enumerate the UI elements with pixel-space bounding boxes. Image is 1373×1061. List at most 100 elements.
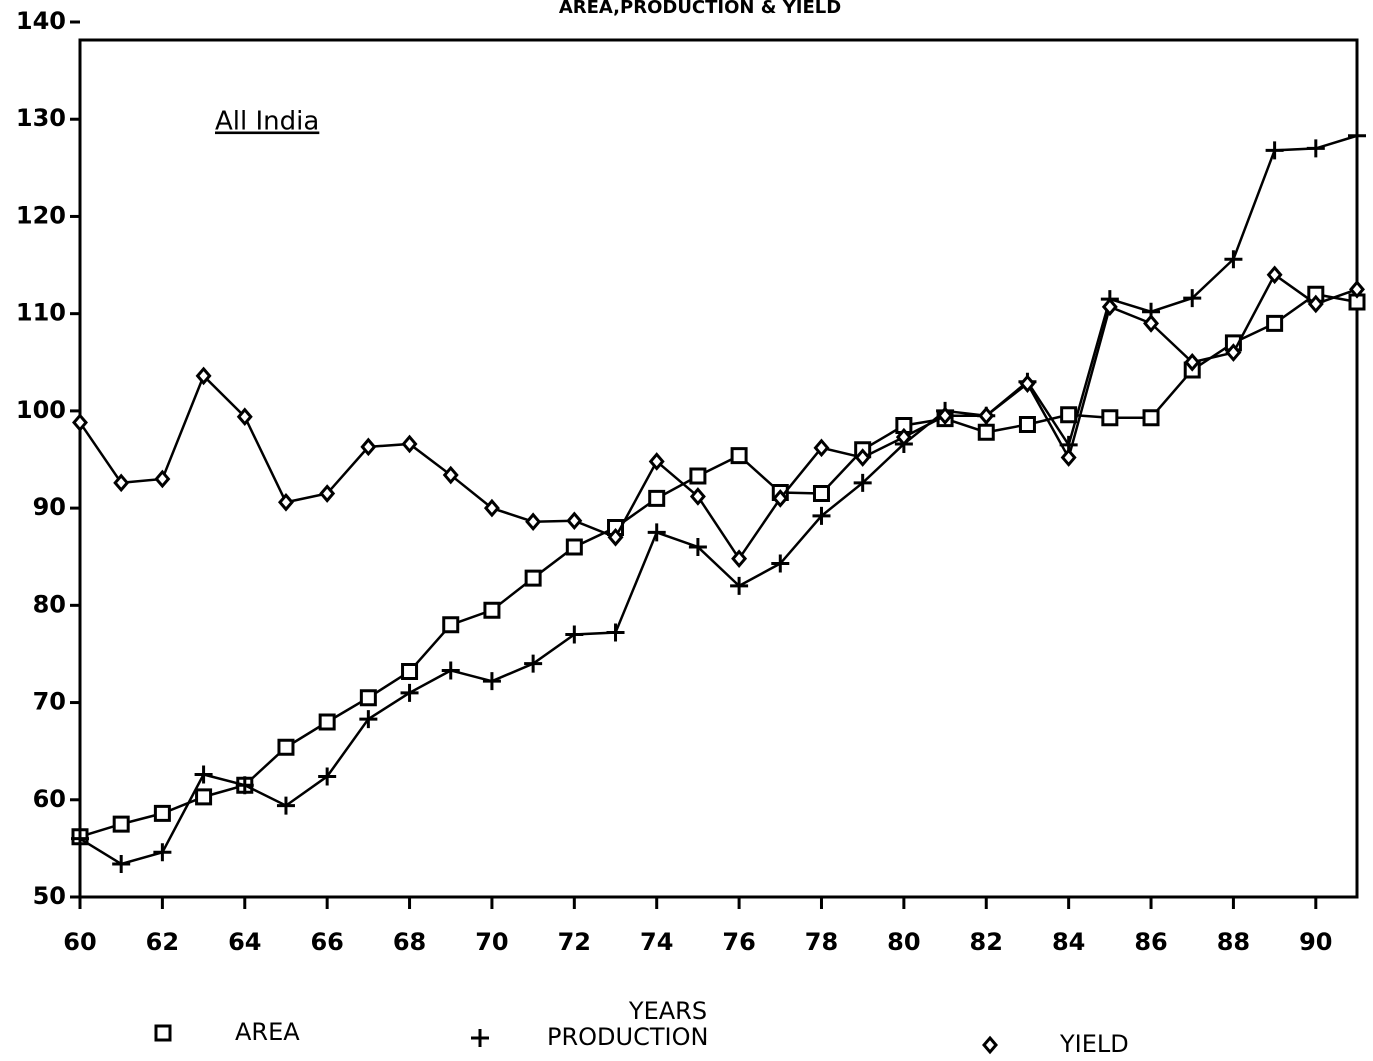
point-marker (1266, 265, 1283, 285)
legend-label: AREA (235, 1018, 300, 1046)
point-marker (771, 554, 790, 573)
point-marker (1101, 297, 1118, 317)
point-marker (730, 576, 749, 595)
annotation: All India (215, 107, 319, 137)
point-marker (1348, 126, 1366, 145)
x-tick-label: 90 (1299, 928, 1332, 956)
x-tick-label: 84 (1052, 928, 1085, 956)
x-tick-label: 72 (558, 928, 591, 956)
point-marker (319, 484, 336, 503)
point-marker (1184, 352, 1201, 372)
point-marker (1060, 448, 1077, 467)
point-marker (607, 527, 624, 547)
point-marker (195, 788, 213, 806)
x-tick-label: 76 (722, 928, 755, 956)
x-tick-label: 68 (393, 928, 426, 956)
y-tick-label: 140 (16, 7, 66, 35)
y-tick-label: 120 (16, 201, 66, 229)
point-marker (482, 672, 501, 691)
point-marker (1224, 250, 1243, 269)
y-tick-label: 90 (33, 493, 66, 521)
point-marker (113, 473, 130, 493)
point-marker (606, 623, 625, 642)
point-marker (853, 473, 872, 492)
point-marker (854, 448, 871, 467)
point-marker (812, 506, 831, 525)
point-marker (483, 498, 500, 518)
point-marker (154, 469, 171, 489)
chart-title: AREA,PRODUCTION & YIELD (559, 0, 841, 18)
x-tick-label: 66 (310, 928, 343, 956)
point-marker (360, 437, 377, 457)
y-tick-label: 80 (33, 590, 66, 618)
y-tick-label: 70 (33, 688, 66, 716)
x-tick-label: 82 (970, 928, 1003, 956)
point-marker (235, 776, 254, 795)
point-marker (401, 662, 419, 680)
x-tick-label: 70 (475, 928, 508, 956)
point-marker (1307, 294, 1324, 314)
plot-frame (78, 38, 1359, 899)
point-marker (318, 713, 336, 731)
point-marker (731, 549, 748, 568)
point-marker (359, 689, 377, 707)
x-axis-label: YEARS (628, 997, 707, 1025)
point-marker (895, 427, 912, 447)
point-marker (565, 625, 584, 644)
x-tick-label: 80 (887, 928, 920, 956)
point-marker (937, 406, 954, 426)
point-marker (112, 815, 130, 833)
point-marker (688, 538, 707, 556)
x-tick-label: 64 (228, 928, 261, 956)
point-marker (400, 683, 419, 702)
point-marker (565, 538, 583, 556)
point-marker (978, 406, 995, 426)
point-marker (442, 616, 460, 634)
point-marker (812, 485, 830, 503)
point-marker (1060, 406, 1078, 424)
point-marker (648, 452, 665, 471)
point-marker (1142, 409, 1160, 427)
point-marker (524, 654, 543, 673)
point-marker (648, 489, 666, 507)
point-marker (730, 447, 748, 465)
series-line (78, 272, 1358, 561)
point-marker (1306, 139, 1325, 158)
point-marker (1349, 280, 1365, 299)
point-marker (689, 467, 707, 485)
point-marker (1265, 141, 1284, 160)
x-tick-label: 60 (63, 928, 96, 956)
legend-label: PRODUCTION (547, 1023, 708, 1051)
legend-marker (982, 1035, 998, 1055)
x-tick-label: 62 (146, 928, 179, 956)
point-marker (689, 487, 706, 506)
point-marker (441, 661, 460, 680)
point-marker (1019, 374, 1036, 393)
point-marker (277, 492, 294, 512)
point-marker (772, 489, 789, 508)
point-marker (359, 710, 378, 729)
y-tick-label: 110 (16, 299, 66, 327)
legend-marker (471, 1029, 489, 1047)
point-marker (647, 523, 666, 542)
point-marker (1143, 314, 1160, 333)
x-tick-label: 88 (1217, 928, 1250, 956)
point-marker (194, 765, 213, 784)
y-tick-label: 100 (16, 396, 66, 424)
x-tick-label: 74 (640, 928, 673, 956)
point-marker (1266, 314, 1284, 332)
point-marker (153, 843, 172, 862)
point-marker (236, 407, 253, 427)
point-marker (1018, 416, 1036, 433)
x-tick-label: 78 (805, 928, 838, 956)
point-marker (277, 738, 295, 756)
point-marker (72, 413, 88, 432)
point-marker (525, 512, 542, 532)
point-marker (71, 829, 89, 848)
point-marker (195, 366, 212, 386)
point-marker (318, 767, 337, 786)
point-marker (566, 511, 583, 531)
point-marker (442, 465, 459, 485)
point-marker (813, 438, 830, 458)
